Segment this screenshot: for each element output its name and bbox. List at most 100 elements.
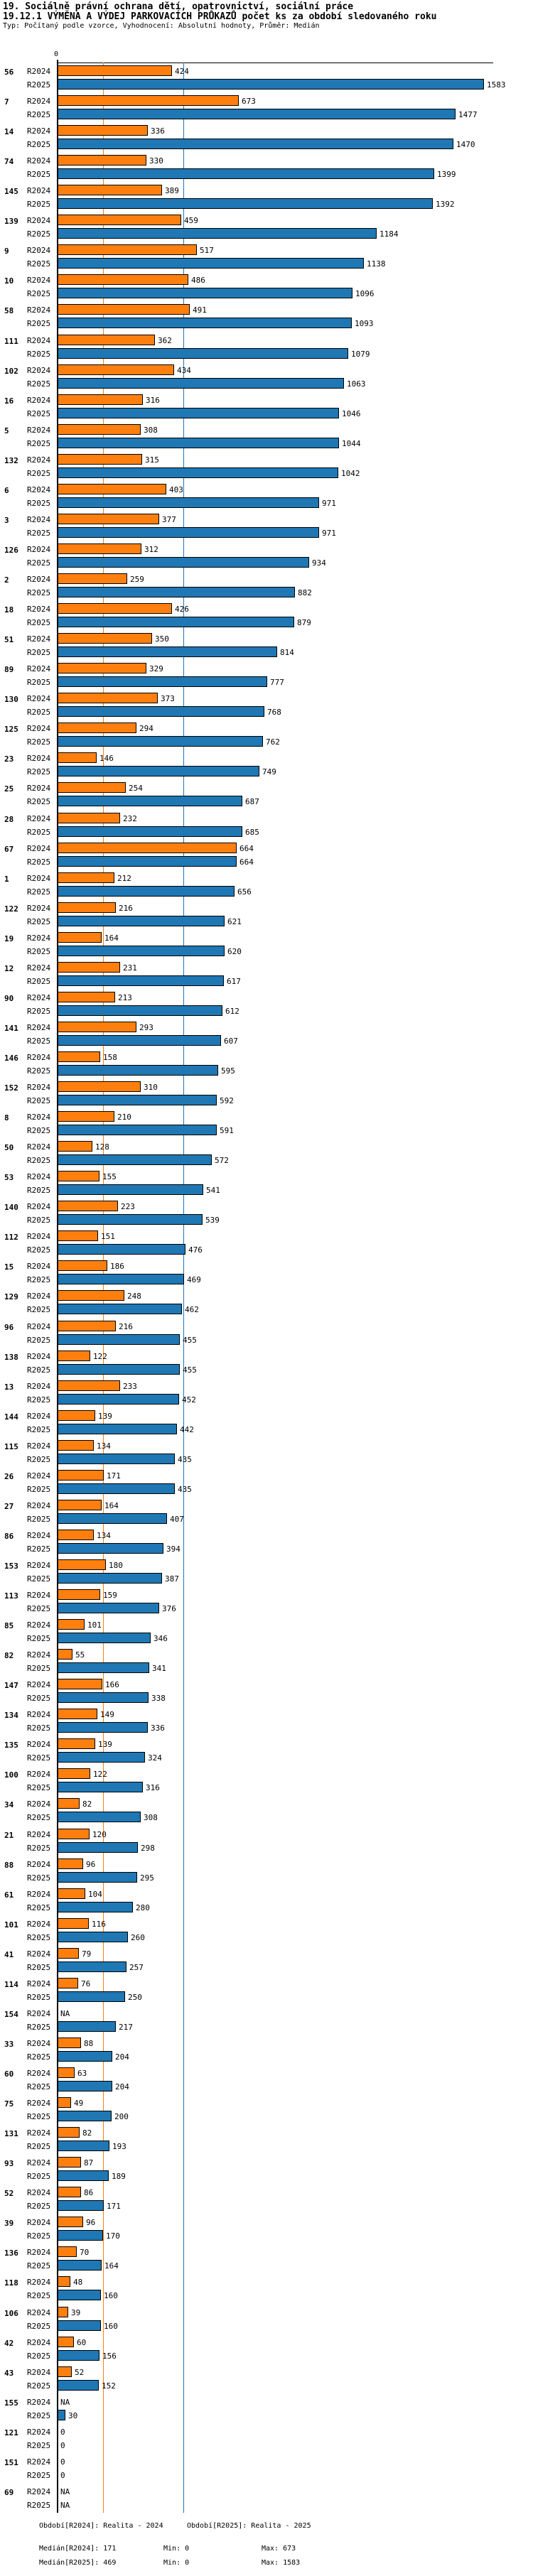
- series-label: R2024: [27, 1920, 51, 1929]
- series-label: R2024: [27, 2069, 51, 2078]
- row-id-label: 112: [4, 1233, 18, 1243]
- row-id-label: 67: [4, 844, 14, 854]
- series-label: R2025: [27, 140, 51, 149]
- bar-value-label: 48: [73, 2278, 83, 2287]
- series-label: R2025: [27, 1604, 51, 1613]
- row-id-label: 5: [4, 426, 9, 435]
- series-label: R2025: [27, 678, 51, 687]
- bar-r2024: [58, 1978, 78, 1988]
- row-id-label: 140: [4, 1203, 18, 1213]
- bar-value-label: 293: [139, 1023, 154, 1032]
- series-label: R2025: [27, 2202, 51, 2211]
- bar-value-label: 308: [144, 1813, 158, 1822]
- bar-value-label: 0: [60, 2471, 65, 2480]
- series-label: R2024: [27, 216, 51, 225]
- row-id-label: 126: [4, 545, 18, 555]
- row-id-label: 135: [4, 1741, 18, 1750]
- series-label: R2024: [27, 1710, 51, 1719]
- bar-r2024: [58, 573, 127, 584]
- bar-value-label: 49: [74, 2099, 84, 2108]
- bar-r2025: [58, 1125, 217, 1135]
- series-label: R2025: [27, 409, 51, 418]
- series-label: R2024: [27, 1860, 51, 1869]
- bar-r2025: [58, 168, 434, 179]
- series-label: R2024: [27, 1053, 51, 1062]
- bar-r2024: [58, 1918, 89, 1929]
- bar-r2025: [58, 1065, 218, 1076]
- bar-r2025: [58, 2170, 109, 2181]
- row-id-label: 141: [4, 1023, 18, 1033]
- bar-value-label: 1042: [341, 469, 360, 478]
- bar-value-label: 749: [262, 767, 276, 776]
- series-label: R2025: [27, 170, 51, 179]
- bar-r2024: [58, 1081, 141, 1092]
- bar-value-label: 316: [146, 1783, 160, 1792]
- bar-value-label: 971: [322, 529, 336, 538]
- row-id-label: 51: [4, 635, 14, 645]
- bar-r2025: [58, 1782, 143, 1792]
- series-label: R2025: [27, 618, 51, 627]
- bar-r2025: [58, 1603, 159, 1613]
- row-id-label: 113: [4, 1591, 18, 1601]
- series-label: R2025: [27, 857, 51, 867]
- bar-value-label: 1583: [487, 80, 506, 90]
- series-label: R2024: [27, 1501, 51, 1510]
- bar-r2025: [58, 2290, 101, 2300]
- row-id-label: 27: [4, 1501, 14, 1511]
- bar-r2025: [58, 258, 364, 269]
- bar-value-label: 971: [322, 499, 336, 508]
- bar-r2025: [58, 497, 319, 508]
- bar-r2024: [58, 1440, 94, 1451]
- row-id-label: 125: [4, 725, 18, 735]
- bar-r2025: [58, 1304, 182, 1314]
- bar-r2024: [58, 813, 120, 823]
- bar-r2025: [58, 2350, 99, 2361]
- row-id-label: 131: [4, 2129, 18, 2139]
- bar-r2025: [58, 408, 339, 418]
- series-label: R2024: [27, 963, 51, 973]
- series-label: R2025: [27, 1007, 51, 1016]
- row-id-label: 23: [4, 754, 14, 764]
- bar-r2025: [58, 2111, 112, 2121]
- bar-r2024: [58, 1559, 106, 1570]
- bar-r2024: [58, 1380, 120, 1391]
- bar-value-label: 204: [115, 2082, 129, 2091]
- bar-value-label: 160: [104, 2322, 118, 2331]
- row-id-label: 100: [4, 1770, 18, 1780]
- row-id-label: 106: [4, 2308, 18, 2318]
- row-id-label: 13: [4, 1382, 14, 1392]
- series-label: R2025: [27, 1813, 51, 1822]
- row-id-label: 132: [4, 455, 18, 465]
- bar-r2024: [58, 1470, 104, 1481]
- series-label: R2025: [27, 887, 51, 897]
- bar-r2025: [58, 348, 348, 359]
- bar-r2024: [58, 2217, 83, 2227]
- bar-value-label: 1477: [458, 110, 478, 119]
- bar-value-label: 156: [102, 2352, 117, 2361]
- bar-r2024: [58, 932, 102, 943]
- series-label: R2024: [27, 1262, 51, 1271]
- bar-r2025: [58, 2230, 103, 2241]
- series-label: R2024: [27, 1591, 51, 1600]
- series-label: R2025: [27, 1037, 51, 1046]
- bar-r2024: [58, 723, 136, 733]
- bar-r2024: [58, 1171, 99, 1181]
- bar-value-label: 1138: [367, 259, 386, 269]
- row-id-label: 2: [4, 575, 9, 585]
- bar-value-label: 223: [121, 1202, 135, 1211]
- series-label: R2025: [27, 648, 51, 657]
- bar-value-label: 139: [98, 1412, 112, 1421]
- report-title: 19. Sociálně právní ochrana dětí, opatro…: [3, 1, 354, 12]
- series-label: R2025: [27, 1216, 51, 1225]
- series-label: R2024: [27, 366, 51, 375]
- row-id-label: 89: [4, 665, 14, 675]
- bar-value-label: 231: [123, 963, 137, 973]
- bar-value-label: 212: [117, 874, 131, 883]
- bar-value-label: 70: [80, 2248, 90, 2257]
- bar-r2025: [58, 1842, 138, 1853]
- series-label: R2024: [27, 1561, 51, 1570]
- row-id-label: 15: [4, 1262, 14, 1272]
- bar-value-label: 88: [84, 2039, 94, 2048]
- series-label: R2025: [27, 2501, 51, 2510]
- series-label: R2024: [27, 844, 51, 853]
